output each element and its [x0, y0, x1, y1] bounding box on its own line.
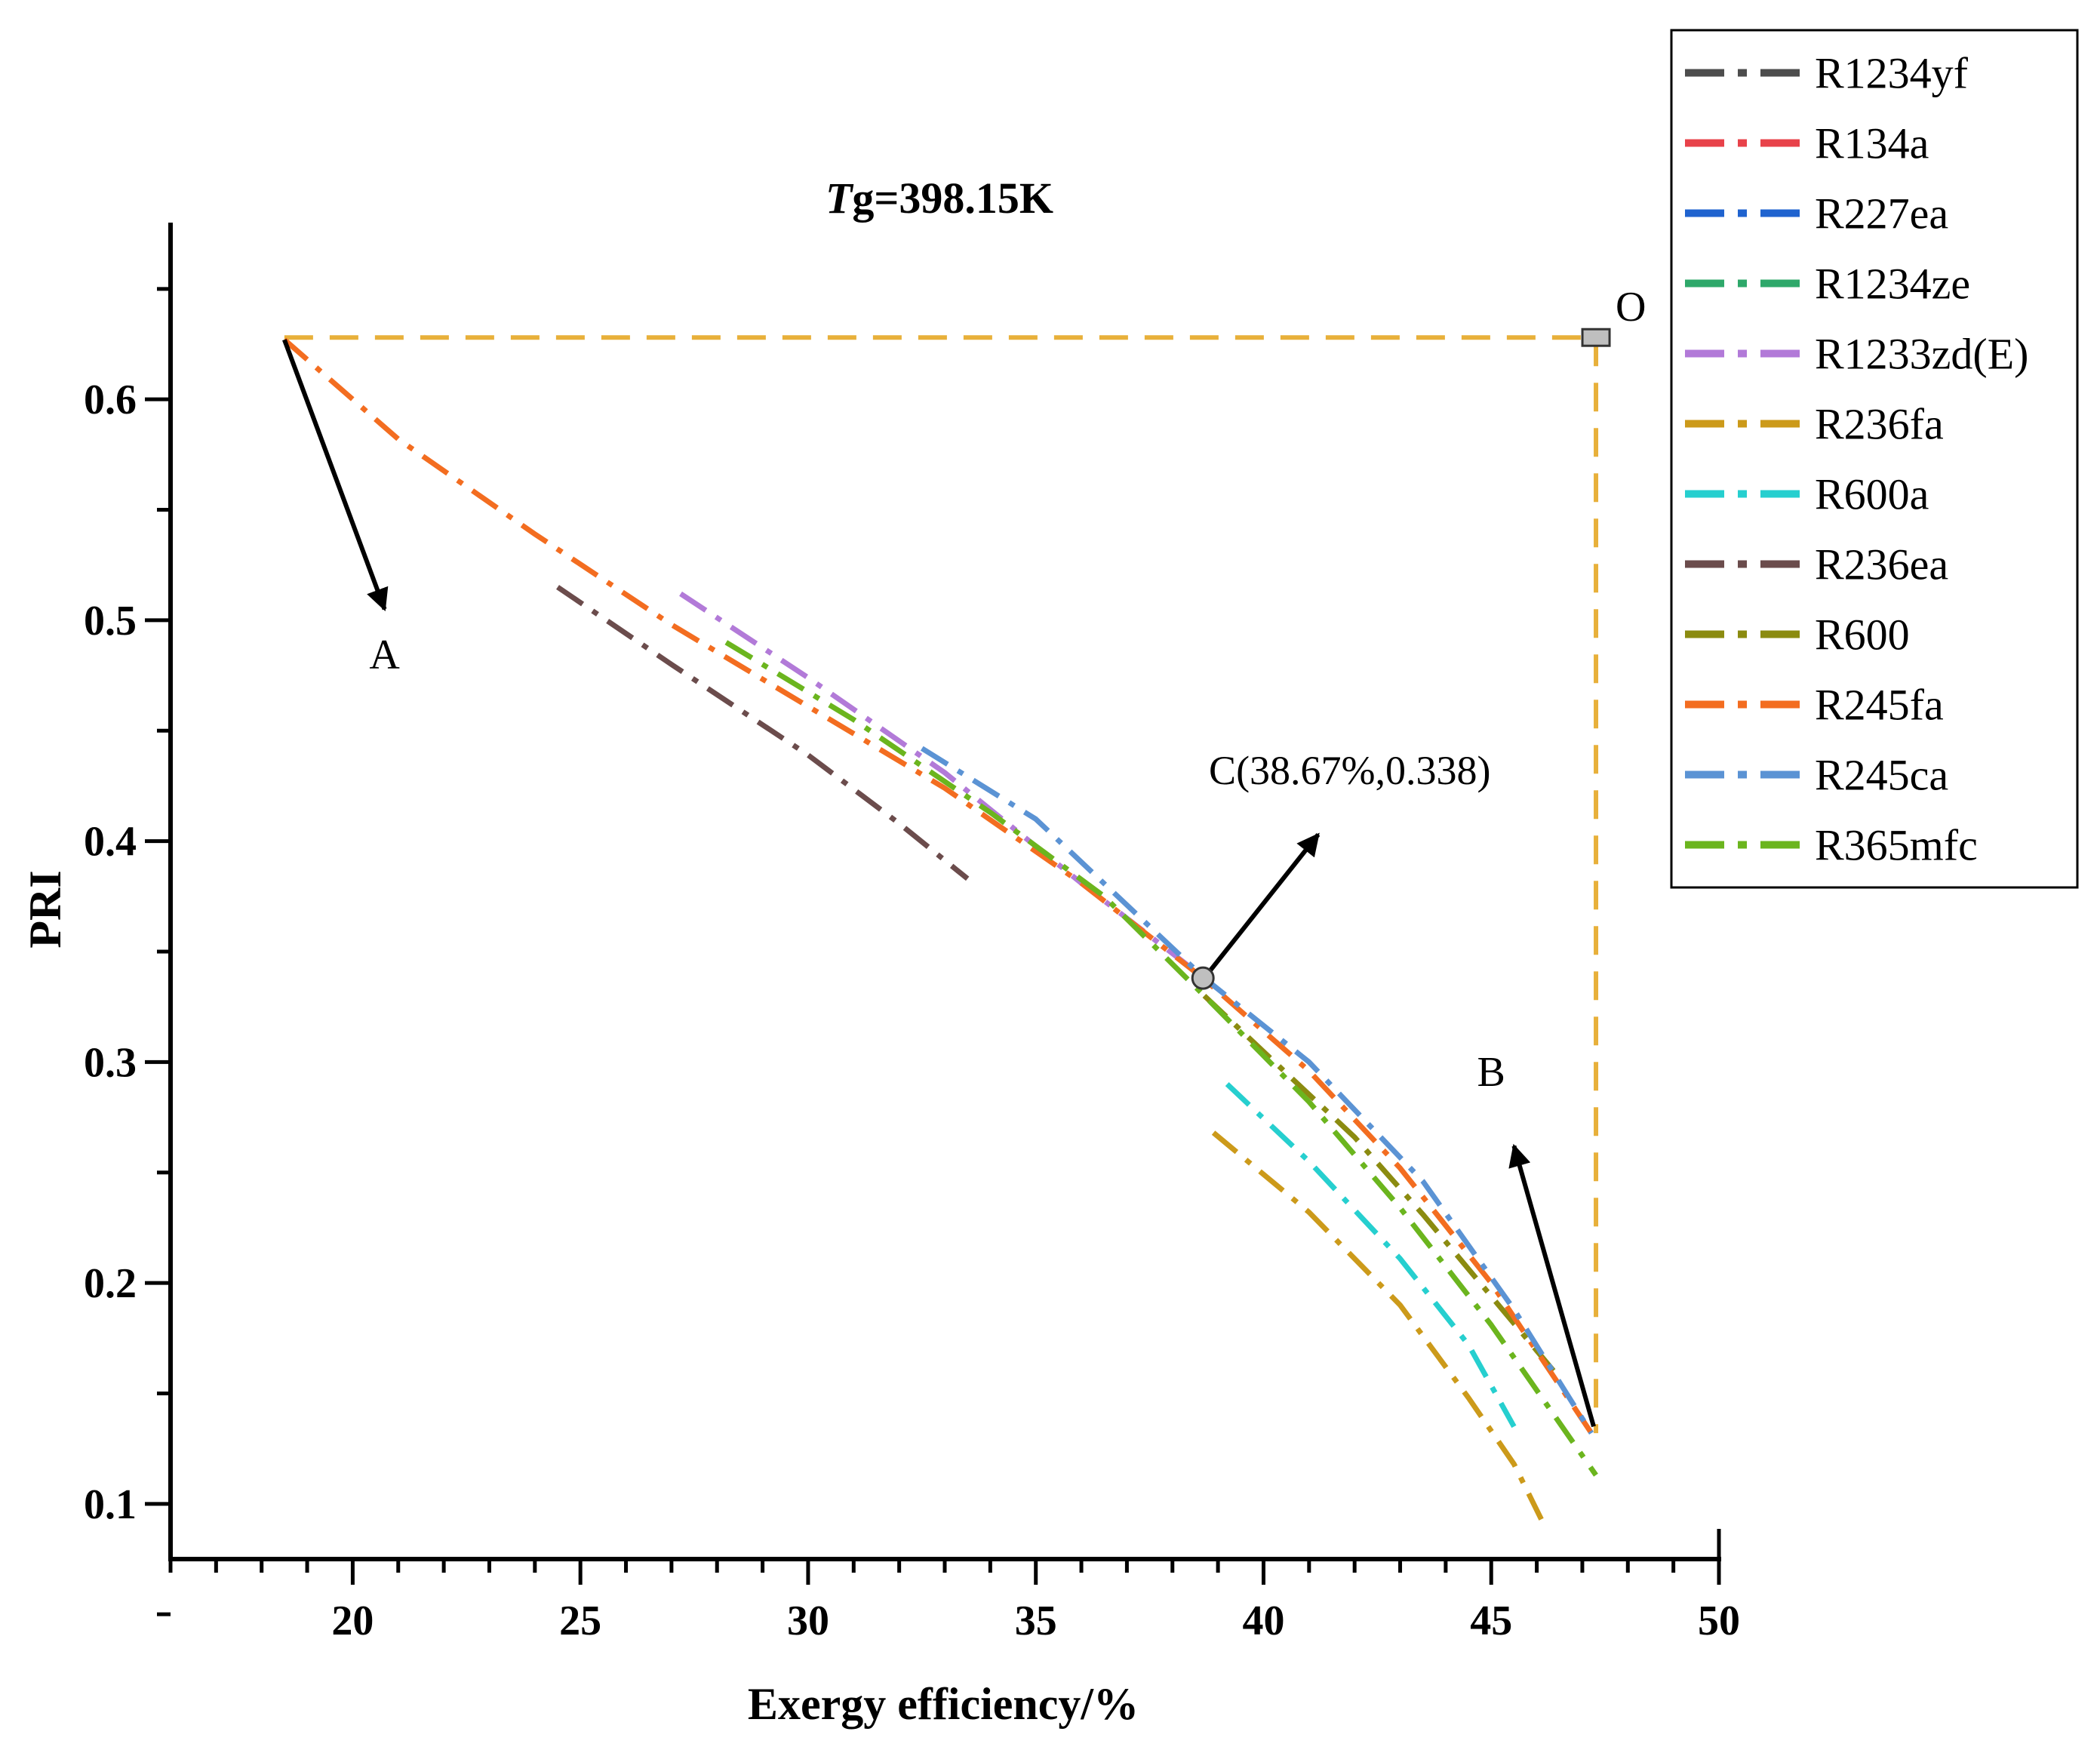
annotation-b: B — [1477, 1049, 1505, 1096]
annotations-layer: O A B C(38.67%,0.338) — [282, 284, 1646, 1428]
arrow-a — [282, 339, 389, 612]
legend-label: R600a — [1815, 470, 1929, 519]
point-c-marker — [1191, 966, 1215, 990]
legend-label: R236fa — [1815, 400, 1944, 449]
legend-label: R245fa — [1815, 681, 1944, 730]
annotation-o: O — [1616, 284, 1646, 331]
legend-label: R1234yf — [1815, 49, 1969, 98]
x-tick-label: 45 — [1470, 1598, 1512, 1644]
y-tick-label: 0.5 — [84, 598, 137, 644]
arrow-b — [1508, 1143, 1596, 1428]
legend-label: R1233zd(E) — [1815, 330, 2029, 379]
axes: 20 25 30 35 40 45 50 0.1 0.2 0.3 0.4 0.5 0.6 — [84, 223, 1740, 1644]
y-tick-label: 0.4 — [84, 819, 137, 866]
x-tick-label: 40 — [1242, 1598, 1284, 1644]
series-line-R245ca — [920, 746, 1594, 1435]
y-tick-label: 0.3 — [84, 1039, 137, 1086]
series-line-R1233zd(E) — [679, 591, 1207, 980]
annotation-c: C(38.67%,0.338) — [1209, 748, 1490, 793]
series-line-R245fa — [282, 337, 1594, 1435]
x-tick-label: 35 — [1015, 1598, 1057, 1644]
legend-label: R365mfc — [1815, 821, 1978, 870]
x-ticks: 20 25 30 35 40 45 50 — [168, 1559, 1740, 1644]
legend-label: R134a — [1815, 119, 1929, 168]
series-line-R236ea — [556, 585, 970, 881]
series-line-R600 — [1202, 993, 1562, 1380]
x-tick-label: 50 — [1698, 1598, 1740, 1644]
y-tick-label: 0.6 — [84, 377, 137, 423]
x-tick-label: 20 — [331, 1598, 374, 1644]
y-tick-label: 0.2 — [84, 1260, 137, 1307]
legend-label: R600 — [1815, 611, 1910, 660]
annotation-a: A — [369, 632, 400, 678]
x-tick-label: 25 — [559, 1598, 601, 1644]
chart-title: Tg=398.15K — [826, 174, 1053, 223]
legend-label: R1234ze — [1815, 260, 1970, 309]
reference-lines — [284, 335, 1599, 1434]
legend-label: R245ca — [1815, 751, 1948, 800]
legend-box — [1670, 29, 2079, 889]
legend: R1234yf R134a R227ea R1234ze R1233zd(E) R236f… — [1670, 29, 2079, 889]
legend-label: R236ea — [1815, 540, 1948, 589]
arrow-c — [1207, 832, 1321, 973]
y-axis-label: PRI — [20, 870, 70, 948]
chart-title-italic: T — [826, 174, 854, 223]
x-axis-label: Exergy efficiency/% — [748, 1679, 1139, 1729]
chart-title-rest: g=398.15K — [852, 174, 1053, 223]
y-ticks: 0.1 0.2 0.3 0.4 0.5 0.6 — [84, 287, 171, 1616]
series-line-R236fa — [1211, 1130, 1544, 1521]
legend-label: R227ea — [1815, 189, 1948, 238]
x-tick-label: 30 — [787, 1598, 829, 1644]
series-line-R365mfc — [724, 640, 1598, 1477]
point-o-marker — [1581, 328, 1611, 347]
series-line-R600a — [1225, 1082, 1517, 1429]
series-layer — [282, 337, 1598, 1521]
y-tick-label: 0.1 — [84, 1481, 137, 1528]
